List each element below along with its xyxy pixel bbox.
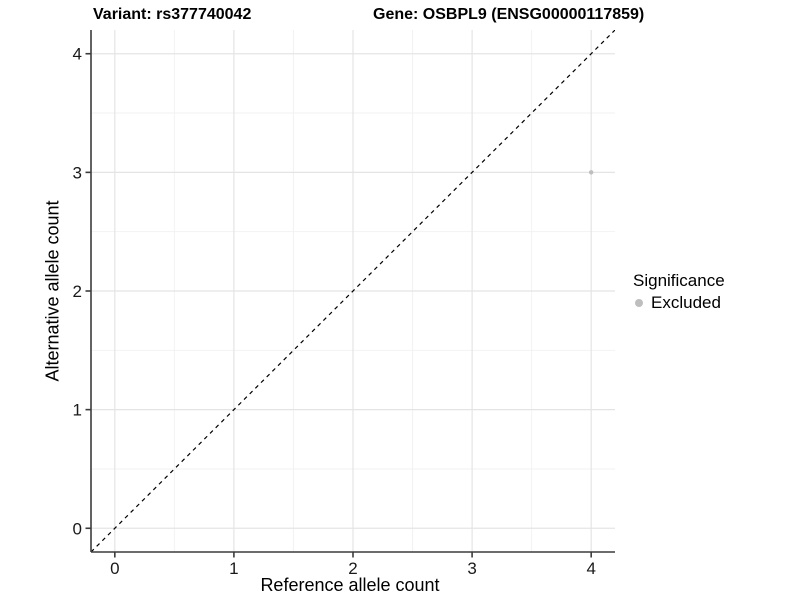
x-tick-label: 1: [229, 559, 238, 578]
legend-item-label: Excluded: [651, 293, 721, 312]
y-tick-label: 4: [73, 45, 82, 64]
x-tick-label: 0: [110, 559, 119, 578]
y-tick-label: 3: [73, 163, 82, 182]
legend-title: Significance: [633, 271, 725, 290]
y-tick-label: 0: [73, 519, 82, 538]
data-point: [588, 170, 594, 175]
legend-point-icon: [635, 299, 643, 307]
x-tick-label: 4: [586, 559, 595, 578]
y-tick-label: 2: [73, 282, 82, 301]
y-axis-title: Alternative allele count: [42, 200, 63, 382]
x-axis-title: Reference allele count: [260, 575, 440, 595]
gene-title: Gene: OSBPL9 (ENSG00000117859): [373, 6, 645, 23]
variant-title: Variant: rs377740042: [93, 6, 252, 23]
legend-item-excluded: Excluded: [633, 293, 725, 313]
x-tick-label: 3: [467, 559, 476, 578]
y-tick-label: 1: [73, 401, 82, 420]
identity-reference-line: [91, 30, 615, 552]
legend: Significance Excluded: [633, 271, 725, 313]
x-tick-label: 2: [348, 559, 357, 578]
